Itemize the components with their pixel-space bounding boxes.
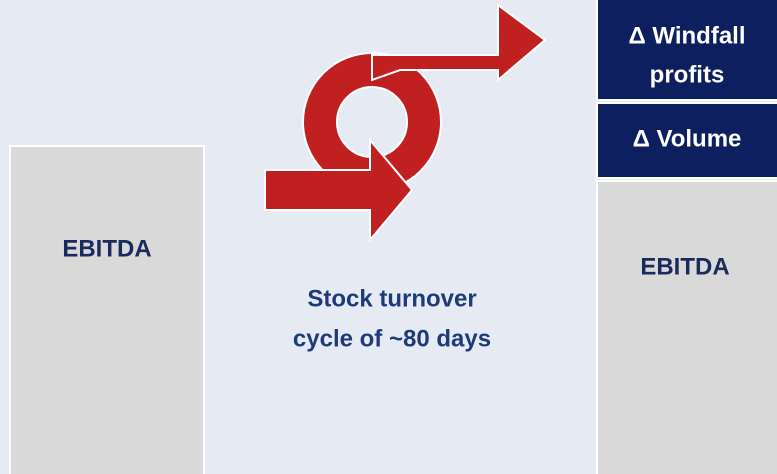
- windfall-line: Δ Windfall: [628, 22, 745, 49]
- windfall-line: profits: [650, 61, 725, 88]
- windfall-box: [596, 0, 777, 101]
- left-bar-label: EBITDA: [62, 235, 151, 262]
- caption-line: cycle of ~80 days: [293, 325, 491, 352]
- caption-line: Stock turnover: [307, 285, 476, 312]
- cycle-icon: [264, 3, 547, 243]
- volume-label: Δ Volume: [633, 125, 742, 152]
- left-bar: [9, 145, 205, 474]
- volume-box: [596, 102, 777, 179]
- right-bar-label: EBITDA: [640, 253, 729, 280]
- right-bar: [596, 180, 777, 474]
